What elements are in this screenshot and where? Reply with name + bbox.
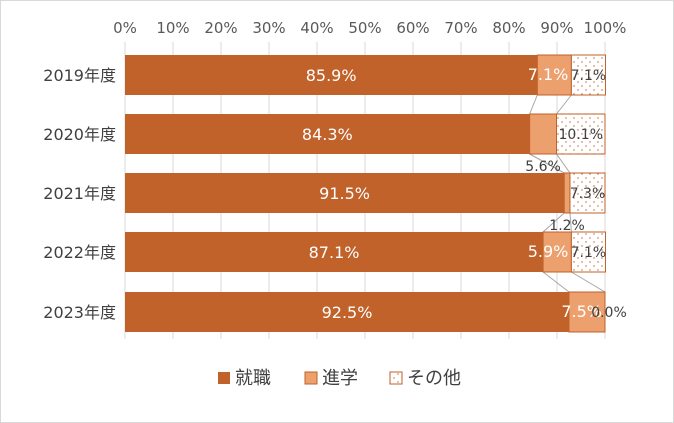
bar-segment [125, 232, 544, 272]
legend-label: 就職 [235, 368, 271, 389]
x-tick-label: 50% [348, 19, 381, 37]
series-line [556, 94, 572, 115]
x-tick-label: 80% [492, 19, 525, 37]
bar-segment [536, 54, 572, 96]
category-label: 2022年度 [43, 243, 116, 262]
bar-segment [570, 54, 606, 96]
data-label: 91.5% [319, 184, 370, 203]
category-label: 2021年度 [43, 184, 116, 203]
data-label: 92.5% [322, 303, 373, 322]
x-tick-label: 0% [113, 19, 137, 37]
category-label: 2019年度 [43, 66, 116, 85]
legend-swatch-shingaku [304, 371, 318, 385]
x-tick-label: 100% [584, 19, 627, 37]
data-label: 7.3% [570, 186, 606, 202]
data-label: 7.1% [571, 68, 607, 84]
legend-label: その他 [407, 368, 461, 389]
data-label: 7.1% [528, 65, 569, 84]
series-line [529, 94, 538, 115]
data-label: 0.0% [591, 305, 627, 321]
bar-segment [542, 231, 572, 273]
bar-segment [125, 292, 569, 332]
x-tick-label: 20% [204, 19, 237, 37]
bar-segment [529, 113, 558, 155]
data-label: 10.1% [559, 127, 603, 143]
category-label: 2023年度 [43, 303, 116, 322]
data-label: 7.5% [561, 302, 602, 321]
x-tick-label: 10% [156, 19, 189, 37]
data-label: 7.1% [571, 245, 607, 261]
x-tick-label: 60% [396, 19, 429, 37]
x-tick-label: 40% [300, 19, 333, 37]
bar-segment [569, 172, 606, 214]
x-tick-label: 70% [444, 19, 477, 37]
series-line [542, 212, 565, 233]
legend-label: 進学 [322, 368, 358, 389]
data-label: 5.6% [525, 159, 561, 175]
data-label: 87.1% [309, 243, 360, 262]
series-line [569, 212, 572, 233]
series-line [542, 271, 570, 293]
bar-segment [125, 114, 530, 154]
series-line [571, 271, 606, 293]
bar-segment [125, 55, 538, 95]
bar-segment [125, 173, 565, 213]
series-line [556, 153, 571, 174]
data-label: 85.9% [306, 66, 357, 85]
series-line [529, 153, 565, 174]
bar-segment [568, 291, 606, 333]
data-label: 84.3% [302, 125, 353, 144]
bar-segment [556, 113, 606, 155]
x-tick-label: 90% [540, 19, 573, 37]
data-label: 5.9% [528, 242, 569, 261]
legend-swatch-sonota [389, 371, 403, 385]
legend-swatch-shushoku [218, 372, 230, 384]
x-tick-label: 30% [252, 19, 285, 37]
bar-segment [570, 231, 606, 273]
category-label: 2020年度 [43, 125, 116, 144]
data-label: 1.2% [549, 218, 585, 234]
